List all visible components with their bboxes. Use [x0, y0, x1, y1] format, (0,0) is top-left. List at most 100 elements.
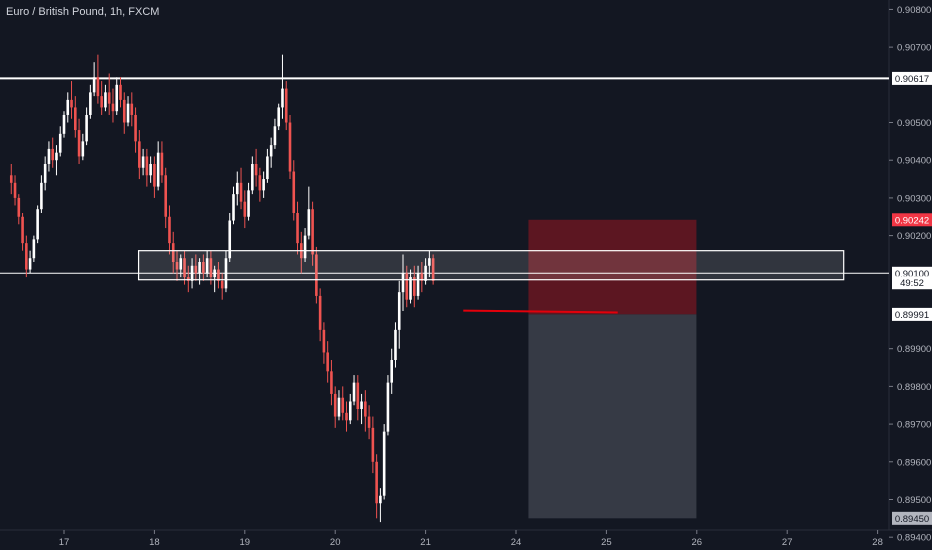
candle-body	[194, 265, 198, 274]
y-tick-label: 0.89500	[897, 495, 931, 506]
candle-body	[330, 371, 333, 394]
candle-body	[333, 393, 337, 417]
y-tick-label: 0.89700	[897, 420, 931, 431]
candle-body	[92, 77, 96, 93]
candle-body	[364, 401, 367, 417]
take-profit-price-label: 0.89450	[895, 514, 929, 525]
candle-body	[77, 130, 81, 157]
candle-body	[190, 265, 194, 281]
candle-body	[269, 145, 273, 157]
candle-body	[205, 258, 209, 274]
resistance-price-label: 0.90617	[895, 74, 929, 85]
candle-body	[217, 269, 220, 281]
candle-body	[352, 382, 356, 402]
candle-body	[243, 201, 247, 217]
x-tick-label: 24	[511, 537, 522, 548]
candle-body	[198, 261, 201, 274]
candle-body	[28, 258, 32, 270]
candle-body	[138, 141, 141, 168]
last-price-price-label: 0.89991	[895, 310, 929, 321]
candle-body	[413, 277, 416, 296]
candle-body	[43, 163, 47, 183]
candle-body	[258, 175, 262, 191]
y-tick-label: 0.90500	[897, 118, 931, 129]
stop-loss-price-label: 0.90242	[895, 215, 929, 226]
candle-body	[322, 329, 326, 353]
candle-body	[141, 156, 145, 168]
chart-title: Euro / British Pound, 1h, FXCM	[6, 6, 160, 18]
candle-body	[296, 212, 299, 244]
candle-body	[311, 209, 314, 255]
candle-body	[202, 261, 205, 274]
take-profit-label-bg	[892, 511, 932, 525]
candle-body	[9, 175, 13, 183]
candle-body	[367, 416, 371, 428]
candle-body	[119, 84, 122, 100]
candle-body	[160, 152, 164, 176]
x-tick-label: 21	[420, 537, 431, 548]
candle-body	[251, 163, 254, 191]
candle-body	[401, 273, 405, 293]
candle-body	[360, 401, 363, 410]
candle-body	[122, 99, 126, 123]
candle-body	[115, 84, 119, 112]
candle-body	[164, 175, 167, 217]
y-tick-label: 0.90400	[897, 156, 931, 167]
candle-body	[134, 114, 137, 142]
candle-body	[145, 156, 149, 176]
x-tick-label: 26	[692, 537, 703, 548]
candle-body	[390, 360, 393, 383]
y-tick-label: 0.89400	[897, 533, 931, 544]
candle-body	[273, 126, 277, 146]
candle-body	[345, 412, 348, 421]
candle-body	[179, 258, 183, 270]
candle-body	[379, 495, 382, 504]
candle-body	[51, 148, 54, 161]
countdown-price-label: 49:52	[900, 278, 924, 289]
candle-body	[21, 216, 24, 244]
candle-body	[288, 122, 292, 172]
candle-body	[100, 96, 103, 108]
candle-body	[107, 92, 111, 104]
candle-body	[126, 103, 130, 123]
candle-body	[130, 103, 134, 115]
candle-body	[81, 141, 85, 157]
stop-loss-zone	[528, 219, 697, 315]
candle-body	[17, 197, 21, 217]
candle-body	[348, 401, 352, 421]
candle-body	[47, 148, 51, 164]
candle-body	[175, 261, 179, 270]
candle-body	[25, 243, 28, 270]
candle-body	[341, 397, 345, 413]
y-tick-label: 0.90300	[897, 193, 931, 204]
x-tick-label: 27	[782, 537, 793, 548]
candle-body	[318, 295, 322, 330]
x-tick-label: 28	[872, 537, 883, 548]
candle-body	[371, 427, 375, 462]
candle-body	[74, 107, 77, 131]
candle-body	[386, 382, 390, 432]
y-tick-label: 0.89600	[897, 457, 931, 468]
candle-body	[111, 103, 115, 112]
y-tick-label: 0.90200	[897, 231, 931, 242]
candle-body	[224, 258, 228, 289]
candle-body	[168, 216, 171, 244]
candle-body	[428, 258, 431, 266]
candle-body	[337, 397, 341, 417]
resistance-label-bg	[892, 71, 932, 85]
candle-body	[40, 182, 43, 210]
candle-body	[235, 182, 239, 195]
candle-body	[277, 107, 280, 127]
candle-body	[232, 194, 235, 221]
x-tick-label: 19	[240, 537, 251, 548]
candle-body	[394, 329, 397, 361]
candle-body	[315, 254, 318, 296]
candle-body	[13, 182, 17, 198]
candle-body	[228, 220, 232, 259]
candle-body	[55, 152, 58, 161]
candle-body	[171, 243, 175, 262]
candle-body	[375, 461, 378, 504]
candle-body	[153, 163, 156, 187]
candle-body	[62, 114, 66, 134]
